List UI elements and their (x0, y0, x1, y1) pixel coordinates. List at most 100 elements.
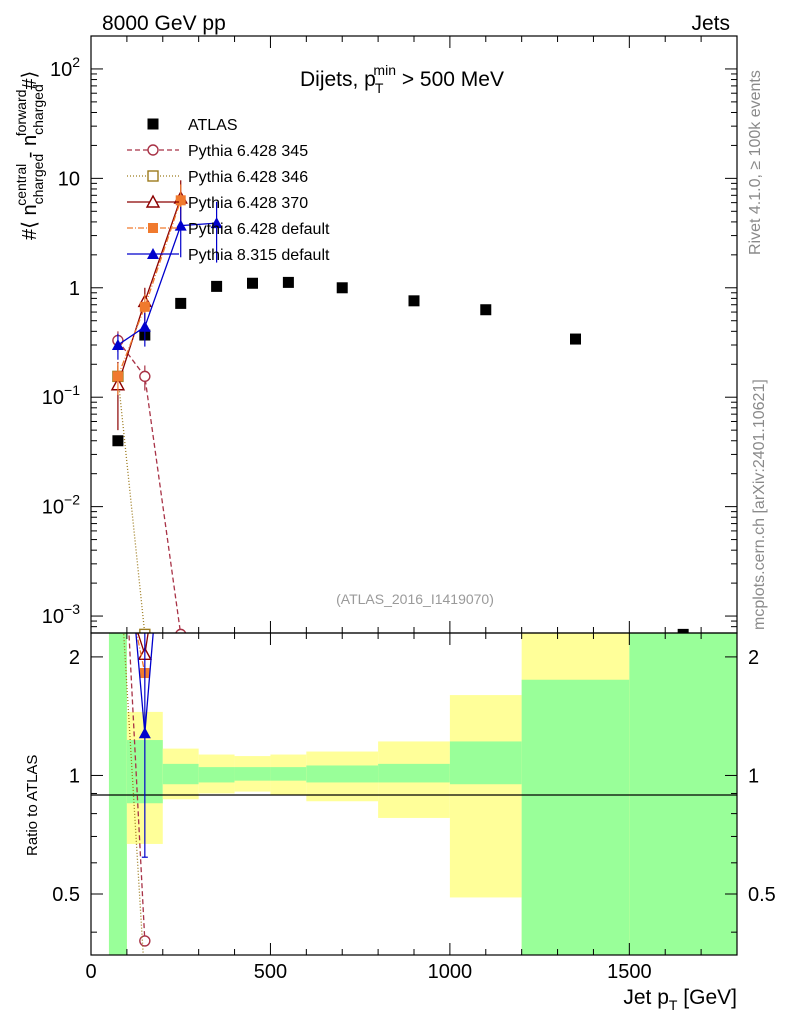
main-ytick-label-0: 102 (50, 54, 80, 81)
ratio-ytick-label-left-0: 0.5 (52, 884, 80, 906)
legend-label-0: ATLAS (188, 117, 238, 134)
axis-ticks (90, 35, 738, 955)
main-series-layer (110, 180, 689, 633)
legend-entry-3: Pythia 6.428 370 (127, 194, 308, 212)
legend-marker-0 (147, 118, 159, 130)
legend-entry-4: Pythia 6.428 default (127, 221, 330, 238)
main-ytick-label-1: 10 (58, 168, 80, 190)
ratio-series-4 (135, 633, 154, 858)
green-band-3 (198, 767, 235, 783)
main-y-tick-labels: 102 10 1 10−1 10−2 10−3 (42, 54, 80, 628)
xtick-label-2: 1000 (428, 961, 473, 983)
ratio-line-0 (128, 633, 146, 941)
ylabel-sup2: forward (13, 90, 29, 137)
analysis-watermark: (ATLAS_2016_I1419070) (336, 591, 494, 607)
point-4-0 (112, 371, 123, 382)
main-ytick-label-4: 10−2 (42, 492, 80, 519)
series-line-1 (117, 340, 182, 633)
xtick-label-0: 0 (85, 961, 96, 983)
point-0-6 (336, 282, 348, 294)
ratio-ytick-label-right-0: 0.5 (748, 884, 776, 906)
point-0-0 (112, 435, 124, 447)
ratio-y-axis-label: Ratio to ATLAS (24, 755, 41, 856)
point-5-1 (138, 320, 151, 332)
ratio-ytick-label-right-1: 1 (748, 765, 759, 787)
legend: ATLAS Pythia 6.428 345 Pythia 6.428 346 Pyt… (127, 117, 330, 264)
legend-marker-4 (148, 223, 158, 233)
ylabel-sub1: charged (30, 154, 46, 205)
ylabel-sup1: central (13, 164, 29, 206)
point-0-7 (408, 295, 420, 307)
main-ytick-label-3: 10−1 (42, 382, 80, 409)
point-2-1 (139, 628, 151, 633)
series-4 (112, 184, 186, 395)
mcplots-label: mcplots.cern.ch [arXiv:2401.10621] (751, 379, 768, 630)
legend-marker-2 (147, 170, 159, 182)
point-4-1 (139, 301, 150, 312)
legend-entry-1: Pythia 6.428 345 (127, 143, 308, 160)
series-0 (112, 276, 689, 633)
green-band-8 (449, 741, 522, 785)
yellow-band-8 (449, 695, 522, 898)
point-0-9 (570, 333, 581, 345)
x-tick-labels: 0 500 1000 1500 (85, 961, 651, 983)
title-main: Dijets, p (300, 68, 376, 91)
green-band-6 (306, 765, 379, 783)
legend-entry-0: ATLAS (147, 117, 238, 134)
series-1 (112, 331, 187, 633)
title-tail: > 500 MeV (396, 68, 504, 91)
point-1-2 (175, 628, 187, 633)
ratio-ytick-label-right-2: 2 (748, 647, 759, 669)
point-0-2 (175, 297, 187, 309)
header-right: Jets (691, 12, 730, 35)
main-y-axis-label: #⟨ nchargedcentral - nchargedforward#⟩ (13, 71, 46, 240)
x-axis-label: Jet pT [GeV] (623, 986, 737, 1013)
main-ytick-label-2: 1 (69, 278, 80, 300)
header-left: 8000 GeV pp (102, 12, 226, 35)
point-5-3 (210, 217, 223, 229)
point-5-0 (111, 338, 124, 350)
point-0-8 (480, 304, 492, 316)
ratio-series-layer (123, 633, 154, 955)
legend-marker-5 (147, 248, 159, 259)
legend-label-1: Pythia 6.428 345 (188, 143, 308, 160)
legend-label-2: Pythia 6.428 346 (188, 169, 308, 186)
legend-label-5: Pythia 8.315 default (188, 247, 330, 264)
xtick-label-1: 500 (254, 961, 287, 983)
xlabel-tail: [GeV] (677, 986, 737, 1009)
green-band-0 (108, 633, 127, 955)
legend-label-4: Pythia 6.428 default (188, 221, 330, 238)
point-1-1 (139, 370, 151, 383)
xtick-label-3: 1500 (607, 961, 652, 983)
green-band-7 (378, 763, 450, 783)
series-line-5 (117, 222, 217, 346)
series-5 (111, 201, 223, 360)
series-line-2 (117, 376, 146, 633)
point-0-4 (247, 277, 258, 289)
ratio-line-1 (123, 633, 144, 955)
point-5-2 (174, 219, 187, 231)
legend-label-3: Pythia 6.428 370 (188, 195, 308, 212)
ylabel-part3: #⟩ (19, 71, 41, 90)
green-band-4 (234, 767, 271, 781)
xlabel-main: Jet p (623, 986, 669, 1009)
ratio-ytick-label-left-2: 2 (69, 647, 80, 669)
green-band-9 (521, 679, 630, 955)
green-band-2 (162, 763, 199, 785)
ylabel-part2: - n (19, 135, 41, 164)
point-0-10 (677, 628, 689, 633)
ylabel-sub2: charged (30, 84, 46, 135)
legend-marker-1 (147, 144, 159, 156)
title-sub: T (375, 80, 384, 96)
ratio-line-3 (135, 633, 146, 674)
rivet-version-label: Rivet 4.1.0, ≥ 100k events (747, 70, 764, 255)
point-0-5 (282, 276, 294, 288)
ratio-series-1 (123, 633, 144, 955)
legend-marker-3 (145, 194, 161, 208)
ylabel-part1: #⟨ n (19, 204, 41, 240)
ratio-point-4-1 (138, 727, 151, 739)
legend-entry-2: Pythia 6.428 346 (127, 169, 308, 186)
ratio-point-0-1 (139, 935, 151, 947)
green-band-5 (270, 767, 307, 781)
